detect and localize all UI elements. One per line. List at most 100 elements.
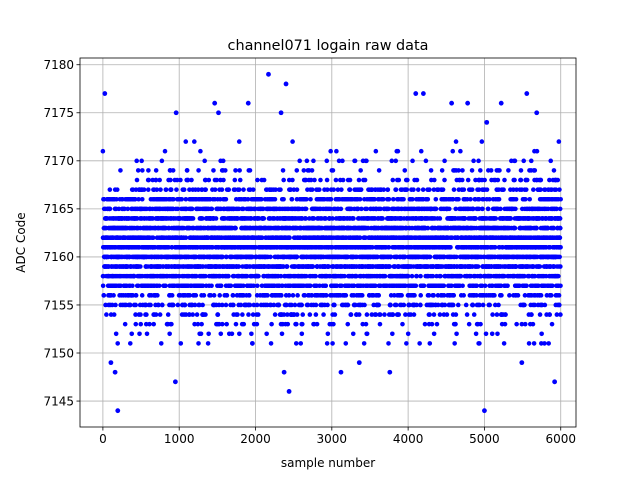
data-point [477,341,482,346]
data-point [167,331,172,337]
data-point [268,341,274,346]
data-point [330,341,335,346]
data-point [293,341,299,346]
data-point [294,187,300,192]
data-point [412,293,417,298]
data-point [299,321,305,327]
data-point [175,206,181,212]
data-point [244,273,250,279]
data-point [127,302,133,308]
data-point [399,293,404,298]
data-point [364,331,370,337]
data-point [226,187,232,192]
data-point [343,293,349,298]
data-point [292,302,298,308]
data-point [222,168,228,173]
data-point [146,177,152,183]
data-point [442,177,447,183]
data-point [139,158,144,164]
data-point [206,177,212,183]
data-point [307,283,313,289]
data-point [364,158,369,164]
data-point [113,302,118,308]
data-point [245,196,251,202]
data-point [148,302,153,308]
data-point [233,225,238,231]
data-point [289,196,295,202]
data-point [446,206,452,212]
data-point [418,293,424,298]
data-point [313,312,319,317]
data-point [465,177,471,183]
data-point [203,177,208,183]
data-point [387,264,393,269]
data-point [217,293,223,298]
data-point [159,158,165,164]
data-point [187,187,192,192]
data-point [175,302,181,308]
data-point [272,196,278,202]
data-point [325,331,331,337]
data-point [456,196,461,202]
data-point [338,206,344,212]
data-point [193,293,199,298]
data-point [437,216,443,221]
data-point [147,321,152,327]
data-point [281,177,286,183]
data-point [143,302,149,308]
data-point [401,196,406,202]
data-point [139,293,145,298]
data-point [423,158,429,164]
data-point [155,293,160,298]
data-point [279,331,285,337]
data-point [284,264,290,269]
data-point [132,196,138,202]
data-point [309,187,315,192]
data-point [276,302,282,308]
data-point [382,273,388,279]
data-point [385,187,391,192]
data-point [170,302,176,308]
data-point [118,283,123,289]
data-point [255,283,260,289]
data-point [192,302,198,308]
data-point [233,168,238,173]
data-point [134,158,139,164]
data-point [422,321,428,327]
data-point [190,216,196,221]
data-point [411,312,417,317]
data-point [203,187,208,192]
data-point [122,206,127,212]
data-point [442,302,448,308]
data-point [113,331,119,337]
data-point [334,148,339,154]
data-point [390,312,396,317]
data-point [380,216,385,221]
data-point [210,245,215,250]
data-point [303,206,309,212]
data-point [114,187,120,192]
data-point [212,187,218,192]
data-point [469,187,475,192]
data-point [386,341,391,346]
data-point [330,168,336,173]
data-point [144,331,150,337]
data-point [174,187,179,192]
data-point [321,312,326,317]
data-point [325,302,330,308]
data-point [285,321,291,327]
data-point [187,293,193,298]
data-point [200,216,205,221]
data-point [313,273,319,279]
data-point [395,148,401,154]
data-point [333,177,339,183]
data-point [427,341,433,346]
data-point [393,302,399,308]
data-point [153,312,159,317]
data-point [219,187,225,192]
data-point [468,196,473,202]
data-point [300,312,306,317]
data-point [247,168,253,173]
data-point [192,139,197,144]
data-point [194,312,200,317]
